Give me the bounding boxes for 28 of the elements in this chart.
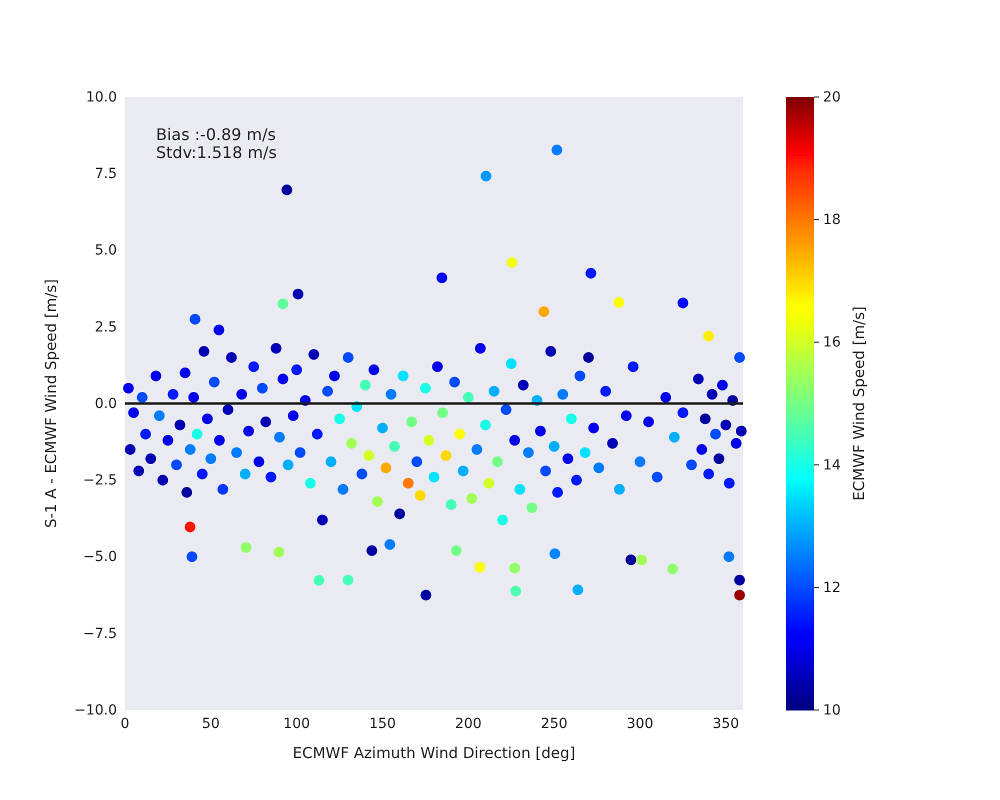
annotation: Bias :-0.89 m/s	[156, 125, 276, 144]
x-tick-label: 250	[540, 716, 568, 732]
y-axis-title: S-1 A - ECMWF Wind Speed [m/s]	[42, 278, 60, 528]
x-axis-title: ECMWF Azimuth Wind Direction [deg]	[292, 744, 576, 762]
y-tick-label: 0.0	[94, 396, 117, 412]
color-bar-label: 20	[823, 89, 841, 106]
color-bar-label: 14	[823, 457, 841, 474]
x-tick-label: 0	[120, 716, 130, 732]
y-tick-label: 2.5	[94, 319, 117, 336]
color-bar-label: 10	[823, 702, 841, 718]
color-bar-label: 12	[823, 580, 841, 596]
color-bar-label: 16	[823, 334, 841, 351]
color-bar-label: 18	[823, 212, 841, 228]
x-tick-label: 350	[712, 716, 740, 732]
x-tick-label: 300	[626, 716, 654, 732]
x-tick-label: 200	[454, 716, 482, 732]
y-tick-label: 10.0	[86, 89, 117, 106]
y-tick-label: 5.0	[94, 242, 117, 259]
x-tick-label: 100	[283, 716, 310, 732]
annotation: Stdv:1.518 m/s	[156, 143, 277, 162]
x-tick-label: 150	[369, 716, 396, 732]
y-tick-label: −2.5	[83, 472, 117, 489]
y-tick-label: −7.5	[83, 626, 117, 642]
x-tick-label: 50	[202, 716, 220, 732]
y-tick-label: 7.5	[94, 166, 117, 182]
color-bar-title: ECMWF Wind Speed [m/s]	[850, 306, 868, 501]
y-tick-label: −5.0	[83, 549, 117, 566]
y-tick-label: −10.0	[74, 702, 117, 718]
